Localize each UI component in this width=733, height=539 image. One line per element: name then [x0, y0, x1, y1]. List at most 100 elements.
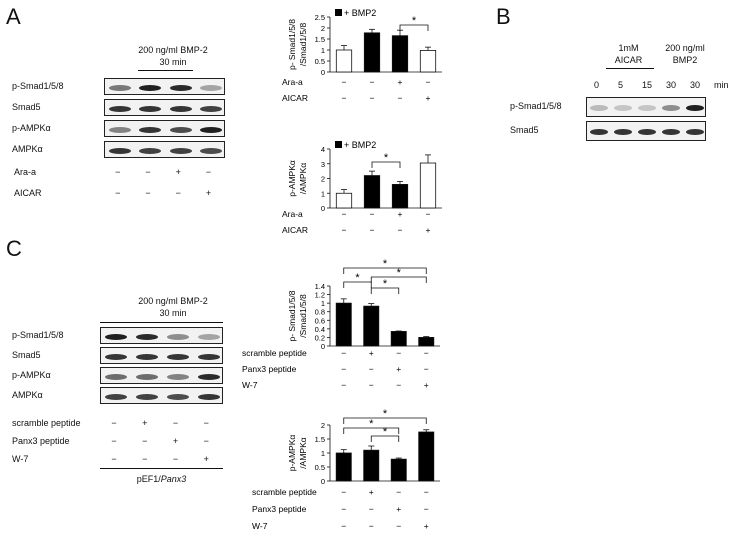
- panel-b-time-label: 30: [690, 80, 701, 90]
- blot-strip: [586, 97, 706, 117]
- condition-mark: −: [396, 487, 401, 497]
- y-tick-label: 1.5: [315, 435, 325, 444]
- blot-band: [166, 373, 189, 380]
- panel-b-aicar-line1: 1mM: [618, 43, 639, 53]
- panel-b-bmp-line1: 200 ng/ml: [665, 43, 705, 53]
- significance-star: *: [369, 418, 374, 430]
- condition-mark: −: [111, 454, 117, 464]
- y-tick-label: 0: [321, 68, 325, 77]
- condition-mark: −: [142, 454, 148, 464]
- y-tick-label: 1.2: [315, 291, 325, 300]
- panel-c-treatment-bracket: [100, 322, 223, 323]
- condition-label: Ara-a: [14, 167, 37, 177]
- blot-band: [662, 105, 680, 111]
- y-tick-label: 0: [321, 342, 325, 351]
- condition-mark: −: [341, 521, 346, 531]
- panel-c-treatment-line1: 200 ng/ml BMP-2: [138, 296, 208, 306]
- blot-band: [169, 126, 192, 133]
- panel-c-footer-prefix: pEF1/: [136, 474, 161, 484]
- blot-row-label: Smad5: [12, 349, 41, 360]
- panel-b-time-label: 5: [618, 80, 624, 90]
- condition-mark: +: [369, 487, 374, 497]
- condition-mark: −: [175, 188, 181, 198]
- condition-mark: −: [205, 167, 212, 177]
- blot-band: [199, 84, 222, 91]
- blot-row-label: p-AMPKα: [12, 122, 51, 133]
- blot-band: [686, 129, 704, 135]
- condition-label: W-7: [242, 380, 258, 390]
- panel-c-letter: C: [6, 236, 22, 261]
- blot-row-label: AMPKα: [12, 389, 43, 400]
- bar: [419, 50, 437, 73]
- blot-band: [662, 129, 680, 135]
- y-axis-label-line2: /AMPKα: [298, 437, 308, 468]
- significance-star: *: [397, 267, 402, 279]
- y-tick-label: 2.5: [315, 13, 325, 22]
- y-tick-label: 3: [321, 160, 325, 169]
- condition-mark: −: [145, 188, 151, 198]
- blot-row-label: p-Smad1/5/8: [12, 80, 64, 91]
- condition-mark: −: [145, 167, 151, 177]
- blot-band: [105, 373, 128, 380]
- condition-mark: −: [426, 77, 431, 87]
- condition-mark: −: [369, 380, 374, 390]
- condition-label: W-7: [252, 521, 268, 531]
- blot-band: [638, 129, 656, 135]
- blot-strip: [104, 99, 225, 116]
- bar: [390, 458, 407, 482]
- y-tick-label: 2: [321, 24, 325, 33]
- condition-mark: −: [396, 348, 401, 358]
- condition-mark: −: [370, 77, 375, 87]
- blot-band: [169, 105, 192, 112]
- bar: [363, 305, 380, 347]
- significance-bracket: [399, 24, 429, 31]
- condition-mark: −: [341, 364, 346, 374]
- panel-a-treatment-line1: 200 ng/ml BMP-2: [138, 45, 208, 55]
- blot-band: [199, 147, 222, 154]
- panel-a-letter: A: [6, 4, 21, 29]
- panel-b-time-unit: min: [714, 80, 729, 90]
- blot-band: [686, 105, 704, 111]
- condition-label: Panx3 peptide: [252, 504, 307, 514]
- condition-mark: −: [172, 454, 179, 464]
- condition-mark: −: [111, 436, 117, 446]
- blot-strip: [100, 367, 223, 384]
- y-axis-label-line2: /Smad1/5/8: [298, 294, 308, 338]
- condition-mark: −: [369, 521, 374, 531]
- condition-mark: +: [205, 188, 212, 198]
- bar: [335, 192, 353, 209]
- blot-strip: [104, 141, 225, 158]
- condition-mark: +: [424, 521, 429, 531]
- blot-band: [166, 393, 189, 400]
- bar: [335, 302, 352, 347]
- bar: [390, 331, 407, 347]
- blot-band: [197, 373, 220, 380]
- blot-band: [109, 105, 131, 112]
- bar: [418, 337, 435, 347]
- condition-mark: −: [426, 209, 431, 219]
- blot-row-label: Smad5: [510, 125, 539, 135]
- condition-mark: −: [424, 364, 429, 374]
- y-tick-label: 0: [321, 204, 325, 213]
- blot-row-label: AMPKα: [12, 143, 43, 154]
- y-axis-label-line1: p- Smad1/5/8: [287, 290, 297, 341]
- blot-row-label: p-Smad1/5/8: [510, 101, 562, 111]
- blot-band: [136, 353, 159, 360]
- condition-mark: −: [424, 487, 429, 497]
- condition-mark: −: [115, 167, 121, 177]
- panel-b-time-label: 30: [666, 80, 677, 90]
- y-tick-label: 0.5: [315, 463, 325, 472]
- y-tick-label: 1.5: [315, 35, 325, 44]
- y-tick-label: 0.5: [315, 57, 325, 66]
- blot-strip: [104, 120, 225, 137]
- blot-strip: [100, 387, 223, 404]
- blot-band: [199, 105, 222, 112]
- blot-band: [614, 129, 632, 135]
- blot-strip: [104, 78, 225, 95]
- panel-b-aicar-line2: AICAR: [614, 55, 643, 65]
- y-tick-label: 0.8: [315, 308, 325, 317]
- panel-b-bmp-line2: BMP2: [672, 55, 698, 65]
- condition-mark: −: [342, 225, 347, 235]
- significance-bracket: [371, 161, 401, 168]
- panel-c-footer-line: [100, 468, 223, 469]
